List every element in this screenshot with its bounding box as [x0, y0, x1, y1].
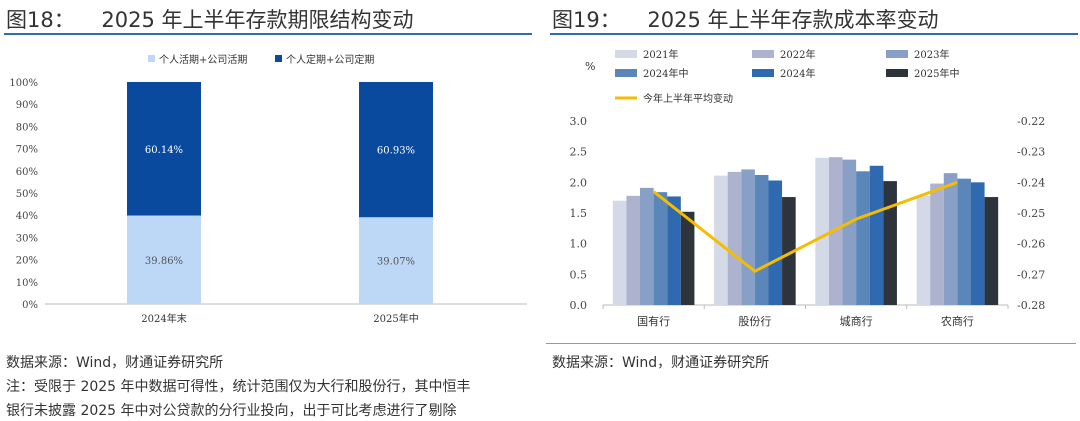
- legend-label: 2022年: [780, 48, 815, 61]
- legend-label: 2023年: [914, 48, 949, 61]
- left-source: 数据来源：Wind，财通证券研究所: [6, 355, 224, 371]
- bar: [930, 183, 944, 305]
- bar: [856, 171, 870, 305]
- y2-tick-label: -0.26: [1017, 238, 1045, 251]
- legend-label: 2021年: [643, 48, 678, 61]
- bar: [680, 211, 695, 305]
- legend-swatch: [752, 69, 774, 77]
- left-chart: 个人活期+公司活期 个人定期+公司定期 0% 10% 20% 30% 40% 50% 60% 70…: [9, 53, 527, 325]
- y-tick-label: 100%: [9, 78, 38, 89]
- bar: [815, 157, 829, 305]
- bar: [653, 192, 668, 305]
- right-title-rule: [550, 33, 1078, 35]
- y-tick-label: 0.0: [570, 299, 588, 312]
- left-chart-title: 图18： 2025 年上半年存款期限结构变动: [6, 8, 414, 32]
- bar: [667, 196, 681, 305]
- bar: [612, 200, 627, 305]
- x-tick-label: 股份行: [738, 315, 771, 328]
- y2-tick-label: -0.24: [1017, 176, 1045, 189]
- y-tick-label: 1.5: [570, 207, 588, 220]
- y-tick-label: 1.0: [570, 238, 588, 251]
- x-tick-label: 2024年末: [141, 312, 186, 325]
- y2-tick-label: -0.25: [1017, 207, 1045, 220]
- legend-swatch: [615, 69, 637, 77]
- y-tick-label: 30%: [16, 233, 38, 244]
- y2-tick-label: -0.27: [1017, 268, 1045, 281]
- y-tick-label: 10%: [16, 278, 38, 289]
- y-tick-label: 3.0: [570, 115, 588, 128]
- bar: [782, 197, 796, 305]
- bar: [640, 187, 654, 305]
- legend-swatch: [752, 50, 774, 58]
- y-tick-label: 90%: [16, 100, 38, 111]
- legend-label: 2024年中: [643, 67, 688, 80]
- y-tick-label: 40%: [16, 211, 38, 222]
- y2-tick-label: -0.28: [1017, 299, 1045, 312]
- x-tick-label: 城商行: [840, 314, 873, 328]
- legend-label: 今年上半年平均变动: [643, 92, 733, 105]
- legend-label: 个人活期+公司活期: [159, 54, 247, 66]
- bar-segment: [127, 215, 201, 304]
- legend-label: 个人定期+公司定期: [286, 53, 374, 66]
- bar-segment: [359, 82, 433, 218]
- data-label: 60.14%: [145, 145, 183, 156]
- y2-tick-label: -0.22: [1017, 115, 1045, 128]
- legend-swatch: [148, 55, 155, 62]
- legend-swatch: [886, 50, 908, 58]
- x-tick-label: 2025年中: [373, 312, 418, 325]
- y2-tick-label: -0.23: [1017, 146, 1045, 159]
- legend-label: 2025年中: [914, 67, 959, 80]
- bar: [883, 181, 897, 305]
- y-tick-label: 0%: [22, 300, 38, 311]
- legend-label: 2024年: [780, 67, 815, 80]
- data-label: 39.07%: [377, 257, 415, 268]
- bar-segment: [359, 217, 433, 304]
- bar: [943, 173, 958, 305]
- bar-segment: [127, 82, 201, 216]
- y-tick-label: 0.5: [570, 268, 588, 281]
- bar: [984, 197, 999, 305]
- bar: [626, 195, 641, 305]
- y-tick-label: 2.0: [570, 176, 588, 189]
- bar: [916, 195, 931, 305]
- left-note-line1: 注：受限于 2025 年中数据可得性，统计范围仅为大行和股份行，其中恒丰: [6, 379, 471, 395]
- right-chart: % 2021年 2022年 2023年 2024年中 2024年 2025年中今年上半年平均…: [570, 48, 1046, 328]
- right-divider: [546, 343, 1076, 344]
- bar: [869, 165, 884, 305]
- bar: [768, 180, 783, 305]
- y-tick-label: 20%: [16, 256, 38, 267]
- legend-swatch: [615, 50, 637, 58]
- right-source: 数据来源：Wind，财通证券研究所: [552, 355, 770, 371]
- bar: [727, 171, 742, 305]
- y-tick-label: 80%: [16, 122, 38, 133]
- legend-swatch: [886, 69, 908, 77]
- y-tick-label: 70%: [16, 145, 38, 156]
- bar: [842, 159, 857, 305]
- left-note-line2: 银行未披露 2025 年中对公贷款的分行业投向，出于可比考虑进行了剔除: [6, 403, 457, 419]
- y-axis-unit: %: [585, 60, 595, 73]
- data-label: 60.93%: [377, 146, 415, 157]
- legend-swatch: [275, 55, 282, 62]
- x-tick-label: 国有行: [637, 314, 670, 328]
- y-tick-label: 60%: [16, 167, 38, 178]
- bar: [970, 182, 985, 305]
- y-tick-label: 2.5: [570, 146, 588, 159]
- bar: [754, 174, 769, 305]
- y-tick-label: 50%: [16, 189, 38, 200]
- left-title-rule: [4, 33, 532, 35]
- bar: [957, 178, 971, 305]
- x-tick-label: 农商行: [941, 314, 974, 328]
- bar: [741, 169, 755, 305]
- avg-change-line: [652, 180, 958, 274]
- right-chart-title: 图19： 2025 年上半年存款成本率变动: [552, 8, 939, 32]
- bar: [714, 175, 728, 305]
- data-label: 39.86%: [145, 256, 183, 267]
